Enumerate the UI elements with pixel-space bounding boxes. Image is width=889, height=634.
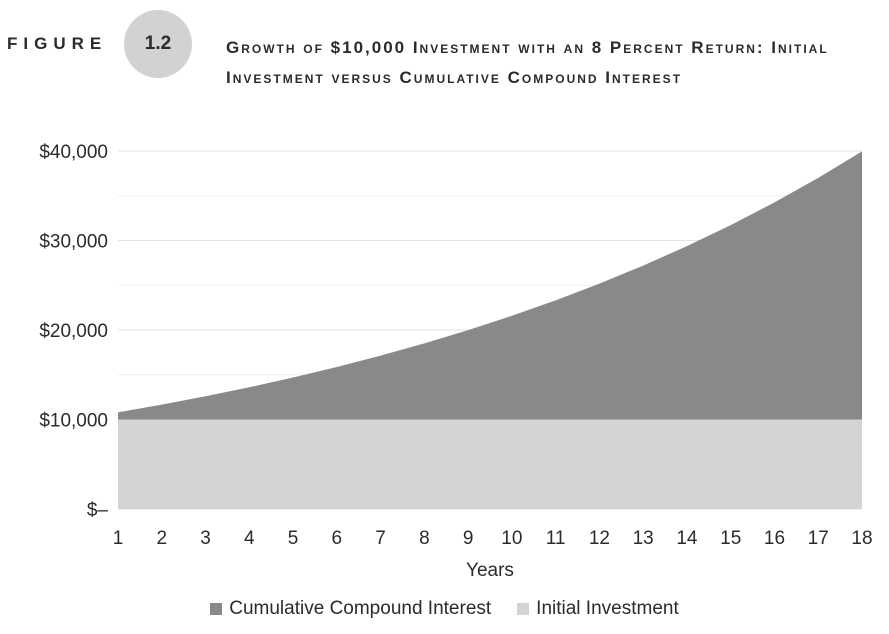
legend: Cumulative Compound Interest Initial Inv…	[0, 598, 889, 620]
x-tick-label: 10	[501, 528, 522, 549]
figure-number: 1.2	[144, 33, 172, 54]
legend-label-initial-investment: Initial Investment	[536, 598, 679, 619]
x-tick-label: 11	[546, 528, 566, 549]
x-tick-label: 13	[633, 528, 654, 549]
x-tick-label: 5	[288, 528, 299, 549]
x-tick-label: 2	[156, 528, 167, 549]
area-initial-investment	[118, 419, 862, 509]
x-tick-label: 16	[764, 528, 785, 549]
x-tick-label: 18	[851, 528, 872, 549]
figure-number-badge: 1.2	[124, 10, 192, 78]
figure-label: FIGURE	[7, 34, 108, 53]
x-tick-label: 17	[808, 528, 829, 549]
x-tick-label: 12	[589, 528, 610, 549]
legend-label-compound-interest: Cumulative Compound Interest	[229, 598, 492, 619]
y-tick-label: $–	[87, 500, 109, 521]
y-tick-label: $40,000	[39, 142, 108, 163]
y-tick-label: $20,000	[39, 321, 108, 342]
y-tick-label: $30,000	[39, 232, 108, 253]
x-tick-label: 3	[200, 528, 211, 549]
chart-title: Growth of $10,000 Investment with an 8 P…	[226, 38, 829, 87]
x-tick-label: 8	[419, 528, 430, 549]
x-tick-label: 15	[720, 528, 741, 549]
y-axis-ticks: $– $10,000 $20,000 $30,000 $40,000	[39, 142, 108, 521]
x-axis-label: Years	[466, 560, 514, 581]
legend-item-compound-interest: Cumulative Compound Interest	[210, 598, 491, 620]
x-tick-label: 4	[244, 528, 255, 549]
x-tick-label: 9	[463, 528, 474, 549]
x-tick-label: 1	[113, 528, 124, 549]
y-tick-label: $10,000	[39, 411, 108, 432]
legend-item-initial-investment: Initial Investment	[517, 598, 679, 620]
x-tick-label: 7	[375, 528, 386, 549]
x-tick-label: 6	[332, 528, 343, 549]
legend-swatch-compound-interest	[210, 603, 223, 615]
x-axis-ticks: 1 2 3 4 5 6 7 8 9 10 11 12 13 14 15 16 17 18	[113, 528, 873, 549]
x-tick-label: 14	[676, 528, 698, 549]
area-series	[118, 151, 862, 509]
area-cumulative-compound-interest	[118, 151, 862, 420]
legend-swatch-initial-investment	[517, 603, 530, 615]
